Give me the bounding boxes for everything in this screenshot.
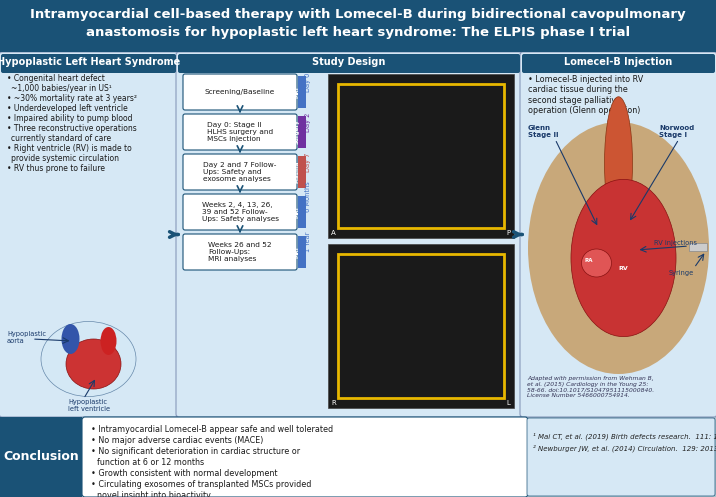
Bar bbox=[338, 84, 504, 228]
Text: RV: RV bbox=[619, 266, 629, 271]
Text: • Congenital heart defect: • Congenital heart defect bbox=[7, 74, 105, 83]
Text: Hypoplastic
aorta: Hypoplastic aorta bbox=[7, 331, 46, 344]
Text: P: P bbox=[506, 230, 510, 236]
Text: • Underdeveloped left ventricle: • Underdeveloped left ventricle bbox=[7, 104, 127, 113]
Text: Syringe: Syringe bbox=[669, 270, 695, 276]
Text: • Three reconstructive operations: • Three reconstructive operations bbox=[7, 124, 137, 133]
Bar bbox=[0, 0, 716, 52]
Bar bbox=[328, 244, 514, 408]
FancyBboxPatch shape bbox=[176, 52, 522, 417]
Text: 1 Year: 1 Year bbox=[305, 232, 311, 252]
Bar bbox=[328, 74, 514, 238]
Text: MRI: MRI bbox=[294, 86, 299, 98]
Text: provide systemic circulation: provide systemic circulation bbox=[11, 154, 119, 163]
Text: • Right ventricle (RV) is made to: • Right ventricle (RV) is made to bbox=[7, 144, 132, 153]
Text: novel insight into bioactivity: novel insight into bioactivity bbox=[97, 491, 211, 497]
Text: currently standard of care: currently standard of care bbox=[11, 134, 111, 143]
Ellipse shape bbox=[528, 122, 709, 374]
Ellipse shape bbox=[41, 322, 136, 397]
Text: • Intramyocardial Lomecel-B appear safe and well tolerated: • Intramyocardial Lomecel-B appear safe … bbox=[91, 425, 333, 434]
Text: Study Design: Study Design bbox=[312, 57, 386, 67]
Text: Glenn
Stage II: Glenn Stage II bbox=[528, 125, 558, 138]
Text: Lomecel-B Injection: Lomecel-B Injection bbox=[564, 57, 672, 67]
Text: Adapted with permission from Wehman B,
et al. (2015) Cardiology in the Young 25:: Adapted with permission from Wehman B, e… bbox=[527, 376, 654, 399]
FancyBboxPatch shape bbox=[183, 194, 297, 230]
Ellipse shape bbox=[66, 339, 121, 389]
Text: Weeks 2, 4, 13, 26,
39 and 52 Follow-
Ups: Safety analyses: Weeks 2, 4, 13, 26, 39 and 52 Follow- Up… bbox=[201, 202, 279, 222]
Text: • Circulating exosomes of transplanted MSCs provided: • Circulating exosomes of transplanted M… bbox=[91, 480, 311, 489]
Text: Conclusion: Conclusion bbox=[3, 450, 79, 464]
Text: • ~30% mortality rate at 3 years²: • ~30% mortality rate at 3 years² bbox=[7, 94, 137, 103]
Text: • No major adverse cardiac events (MACE): • No major adverse cardiac events (MACE) bbox=[91, 436, 263, 445]
FancyBboxPatch shape bbox=[520, 52, 716, 417]
Ellipse shape bbox=[571, 179, 676, 336]
Text: Norwood
Stage I: Norwood Stage I bbox=[659, 125, 695, 138]
Text: Hypoplastic
left ventricle: Hypoplastic left ventricle bbox=[69, 399, 111, 412]
Ellipse shape bbox=[581, 249, 611, 277]
Text: • Lomecel-B injected into RV
cardiac tissue during the
second stage palliative
o: • Lomecel-B injected into RV cardiac tis… bbox=[528, 75, 643, 115]
Text: R: R bbox=[331, 400, 336, 406]
Text: RA: RA bbox=[584, 258, 593, 263]
FancyBboxPatch shape bbox=[183, 114, 297, 150]
Text: Weeks 26 and 52
Follow-Ups:
MRI analyses: Weeks 26 and 52 Follow-Ups: MRI analyses bbox=[208, 242, 272, 262]
Text: Day 0: Day 0 bbox=[305, 73, 311, 92]
Bar bbox=[298, 236, 306, 268]
Text: • RV thus prone to failure: • RV thus prone to failure bbox=[7, 164, 105, 173]
Text: function at 6 or 12 months: function at 6 or 12 months bbox=[97, 458, 204, 467]
Text: Plasma: Plasma bbox=[294, 161, 299, 183]
Bar bbox=[0, 417, 82, 497]
Bar bbox=[298, 196, 306, 228]
Ellipse shape bbox=[604, 97, 632, 230]
Text: • Impaired ability to pump blood: • Impaired ability to pump blood bbox=[7, 114, 132, 123]
FancyBboxPatch shape bbox=[183, 74, 297, 110]
Text: ² Newburger JW, et al. (2014) Circulation.  129: 2013-20.: ² Newburger JW, et al. (2014) Circulatio… bbox=[533, 445, 716, 452]
Text: MRI: MRI bbox=[294, 206, 299, 218]
Text: Day 0: Stage II
HLHS surgery and
MSCs Injection: Day 0: Stage II HLHS surgery and MSCs In… bbox=[207, 122, 273, 142]
Text: Intramyocardial cell-based therapy with Lomecel-B during bidirectional cavopulmo: Intramyocardial cell-based therapy with … bbox=[30, 8, 686, 21]
Text: Day 7: Day 7 bbox=[305, 153, 311, 172]
Bar bbox=[298, 156, 306, 188]
Text: Day 2 and 7 Follow-
Ups: Safety and
exosome analyses: Day 2 and 7 Follow- Ups: Safety and exos… bbox=[203, 162, 276, 182]
Bar bbox=[298, 76, 306, 108]
Text: • Growth consistent with normal development: • Growth consistent with normal developm… bbox=[91, 469, 278, 478]
FancyBboxPatch shape bbox=[183, 234, 297, 270]
Text: ~1,000 babies/year in US¹: ~1,000 babies/year in US¹ bbox=[11, 84, 112, 93]
Bar bbox=[689, 243, 707, 251]
Text: L: L bbox=[506, 400, 510, 406]
FancyBboxPatch shape bbox=[183, 154, 297, 190]
Text: A: A bbox=[331, 230, 336, 236]
Text: Day 2: Day 2 bbox=[305, 113, 311, 132]
Text: anastomosis for hypoplastic left heart syndrome: The ELPIS phase I trial: anastomosis for hypoplastic left heart s… bbox=[86, 26, 630, 39]
Bar bbox=[298, 116, 306, 148]
Text: Hypoplastic Left Heart Syndrome: Hypoplastic Left Heart Syndrome bbox=[0, 57, 180, 67]
Bar bbox=[338, 254, 504, 398]
Text: ¹ Mai CT, et al. (2019) Birth defects research.  111: 1420-35.: ¹ Mai CT, et al. (2019) Birth defects re… bbox=[533, 433, 716, 440]
Text: • No significant deterioration in cardiac structure or: • No significant deterioration in cardia… bbox=[91, 447, 300, 456]
FancyBboxPatch shape bbox=[178, 54, 520, 73]
FancyBboxPatch shape bbox=[527, 418, 715, 496]
Text: Surgery: Surgery bbox=[294, 120, 299, 144]
FancyBboxPatch shape bbox=[0, 52, 178, 417]
Ellipse shape bbox=[62, 324, 79, 354]
Ellipse shape bbox=[100, 327, 117, 355]
Text: 6 Months: 6 Months bbox=[305, 181, 311, 212]
FancyBboxPatch shape bbox=[82, 417, 528, 497]
Text: RV injections: RV injections bbox=[654, 240, 697, 246]
FancyBboxPatch shape bbox=[1, 54, 176, 73]
Text: MRI: MRI bbox=[294, 246, 299, 258]
FancyBboxPatch shape bbox=[522, 54, 715, 73]
Text: Screening/Baseline: Screening/Baseline bbox=[205, 89, 275, 95]
